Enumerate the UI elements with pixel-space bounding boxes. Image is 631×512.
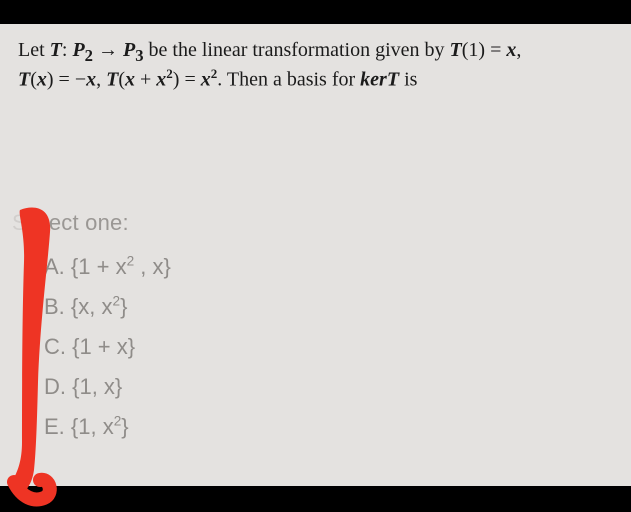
- option-text: {1, x}: [66, 374, 122, 399]
- option-e[interactable]: E. {1, x2}: [44, 416, 171, 438]
- option-d[interactable]: D. {1, x}: [44, 376, 171, 398]
- q-x: x: [86, 69, 96, 91]
- q-part: ) = −: [47, 69, 86, 91]
- q-x: x: [201, 69, 211, 91]
- q-sub2: 2: [85, 46, 93, 65]
- q-part: (: [118, 69, 125, 91]
- select-prefix: S: [12, 210, 27, 235]
- option-text: {1, x: [65, 414, 114, 439]
- option-c[interactable]: C. {1 + x}: [44, 336, 171, 358]
- q-sub3: 3: [135, 46, 143, 65]
- select-one-label: Sect one:: [12, 210, 129, 236]
- option-text: }: [121, 414, 128, 439]
- q-arrow: →: [93, 39, 123, 61]
- question-text: Let T: P2 → P3 be the linear transformat…: [18, 38, 617, 94]
- q-T1: T: [450, 39, 462, 61]
- q-part: be the linear transformation given by: [144, 39, 450, 61]
- q-part: ) =: [173, 69, 201, 91]
- q-part: Let: [18, 39, 50, 61]
- q-T3: T: [106, 69, 118, 91]
- answer-options: A. {1 + x2 , x} B. {x, x2} C. {1 + x} D.…: [44, 242, 171, 456]
- q-part: (: [30, 69, 37, 91]
- q-P2: P: [72, 39, 84, 61]
- q-part: :: [62, 39, 73, 61]
- q-part: (1) =: [462, 39, 507, 61]
- option-letter: A.: [44, 254, 65, 279]
- page: Let T: P2 → P3 be the linear transformat…: [0, 24, 631, 486]
- q-T2: T: [18, 69, 30, 91]
- option-b[interactable]: B. {x, x2}: [44, 296, 171, 318]
- q-part: +: [135, 69, 156, 91]
- option-letter: E.: [44, 414, 65, 439]
- q-x: x: [37, 69, 47, 91]
- q-T: T: [50, 39, 62, 61]
- option-text: , x}: [134, 254, 171, 279]
- option-letter: C.: [44, 334, 66, 359]
- option-text: {1 + x: [65, 254, 127, 279]
- q-x: x: [156, 69, 166, 91]
- q-part: is: [399, 69, 417, 91]
- option-text: {1 + x}: [66, 334, 135, 359]
- select-text: ect one:: [49, 210, 129, 235]
- option-text: }: [120, 294, 127, 319]
- q-x: x: [506, 39, 516, 61]
- q-P3: P: [123, 39, 135, 61]
- q-part: ,: [96, 69, 106, 91]
- q-part: . Then a basis for: [217, 69, 360, 91]
- option-letter: D.: [44, 374, 66, 399]
- q-ker: kerT: [360, 69, 399, 91]
- option-sup: 2: [112, 294, 120, 309]
- q-x: x: [125, 69, 135, 91]
- option-text: {x, x: [65, 294, 113, 319]
- q-part: ,: [516, 39, 521, 61]
- option-letter: B.: [44, 294, 65, 319]
- option-a[interactable]: A. {1 + x2 , x}: [44, 256, 171, 278]
